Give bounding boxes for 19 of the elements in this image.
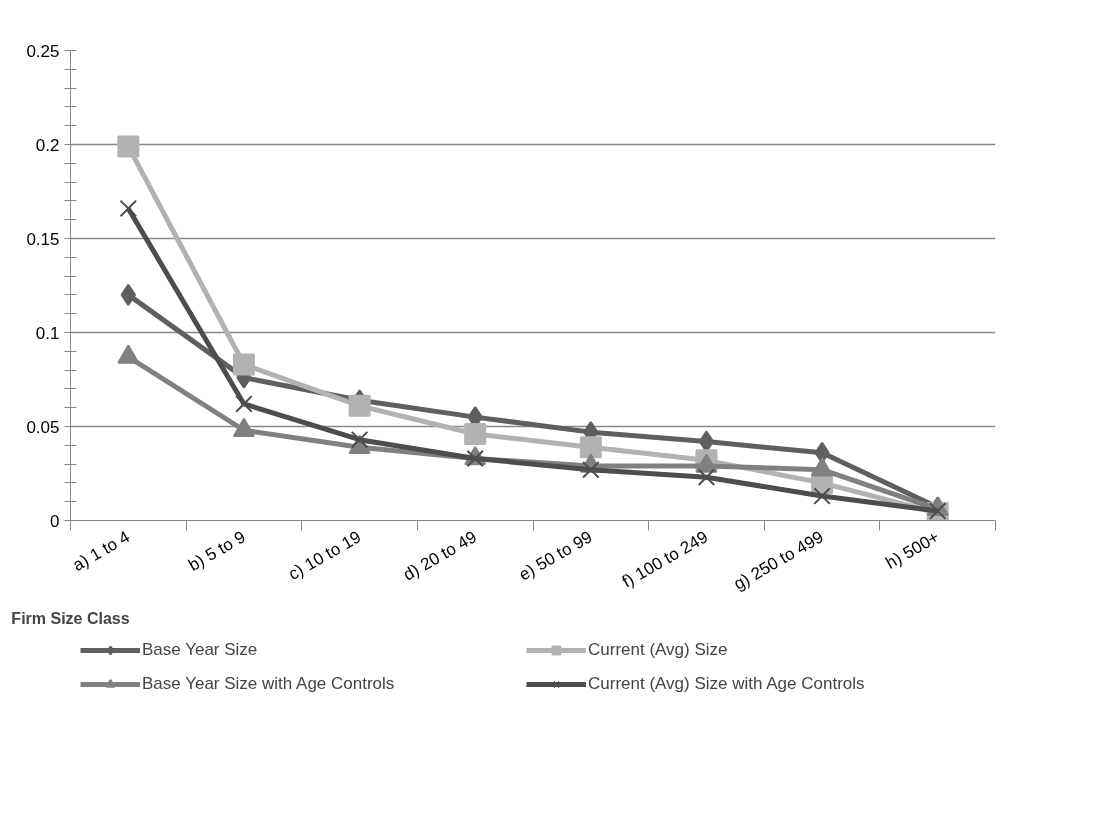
y-tick-label: 0.25 xyxy=(26,41,60,61)
y-tick-label: 0 xyxy=(50,511,60,531)
y-tick-label: 0.1 xyxy=(35,323,60,343)
y-tick-label: 0.15 xyxy=(26,229,60,249)
x-tick-label: a) 1 to 4 xyxy=(69,527,134,575)
y-tick-label: 0.2 xyxy=(35,135,60,155)
x-tick-label: g) 250 to 499 xyxy=(730,527,827,594)
legend-label: Current (Avg) Size with Age Controls xyxy=(588,674,866,694)
legend-label: Base Year Size with Age Controls xyxy=(142,674,396,694)
y-tick-label: 0.05 xyxy=(26,417,60,437)
x-tick-label: f) 100 to 249 xyxy=(619,527,712,592)
x-tick-label: h) 500+ xyxy=(882,527,943,573)
legend-label: Base Year Size xyxy=(142,640,259,660)
x-tick-label: c) 10 to 19 xyxy=(285,527,365,584)
x-tick-label: e) 50 to 99 xyxy=(515,527,596,585)
x-tick-label: d) 20 to 49 xyxy=(400,527,480,585)
x-axis-title: Firm Size Class xyxy=(11,610,130,628)
legend-label: Current (Avg) Size xyxy=(588,640,729,660)
x-tick-label: b) 5 to 9 xyxy=(185,527,249,575)
